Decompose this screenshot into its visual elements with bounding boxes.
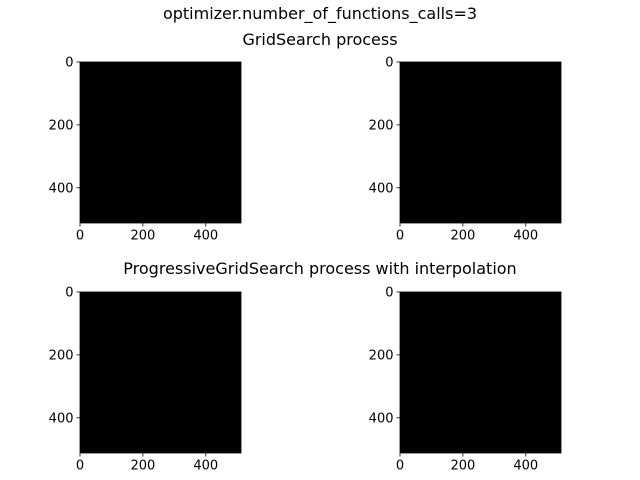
x-tick-label-3-1: 200 <box>450 459 475 474</box>
x-tick-label-2-1: 200 <box>130 459 155 474</box>
image-fill-2 <box>80 292 241 453</box>
x-tick-label-2-0: 0 <box>76 459 84 474</box>
y-tick-label-0-0: 0 <box>65 56 73 71</box>
y-tick-label-2-2: 400 <box>49 411 74 426</box>
x-tick-label-1-1: 200 <box>450 229 475 244</box>
x-tick-label-1-0: 0 <box>396 229 404 244</box>
y-tick-label-0-2: 400 <box>49 181 74 196</box>
x-tick-label-2-2: 400 <box>193 459 218 474</box>
y-tick-label-3-0: 0 <box>385 286 393 301</box>
y-tick-label-0-1: 200 <box>49 118 74 133</box>
row-title-0: GridSearch process <box>242 30 397 49</box>
y-tick-label-3-2: 400 <box>369 411 394 426</box>
image-fill-3 <box>400 292 561 453</box>
image-panel-2: 0 200 400 0 200 400 <box>49 286 242 474</box>
x-tick-label-3-2: 400 <box>513 459 538 474</box>
x-tick-label-0-1: 200 <box>130 229 155 244</box>
y-tick-label-1-2: 400 <box>369 181 394 196</box>
x-tick-label-1-2: 400 <box>513 229 538 244</box>
x-tick-label-3-0: 0 <box>396 459 404 474</box>
x-tick-label-0-0: 0 <box>76 229 84 244</box>
panels: 0 200 400 0 200 400 0 200 400 0 200 400 0 200 400 0 200 4… <box>49 56 562 474</box>
axes-frame-3 <box>399 291 562 454</box>
image-panel-3: 0 200 400 0 200 400 <box>369 286 562 474</box>
axes-frame-2 <box>79 291 242 454</box>
x-tick-label-0-2: 400 <box>193 229 218 244</box>
image-fill-0 <box>80 62 241 223</box>
y-tick-label-3-1: 200 <box>369 348 394 363</box>
axes-frame-0 <box>79 61 242 224</box>
image-fill-1 <box>400 62 561 223</box>
y-tick-label-1-1: 200 <box>369 118 394 133</box>
image-panel-0: 0 200 400 0 200 400 <box>49 56 242 244</box>
figure-suptitle: optimizer.number_of_functions_calls=3 <box>163 4 477 24</box>
row-title-1: ProgressiveGridSearch process with inter… <box>123 259 516 278</box>
y-tick-label-1-0: 0 <box>385 56 393 71</box>
image-panel-1: 0 200 400 0 200 400 <box>369 56 562 244</box>
y-tick-label-2-1: 200 <box>49 348 74 363</box>
axes-frame-1 <box>399 61 562 224</box>
y-tick-label-2-0: 0 <box>65 286 73 301</box>
